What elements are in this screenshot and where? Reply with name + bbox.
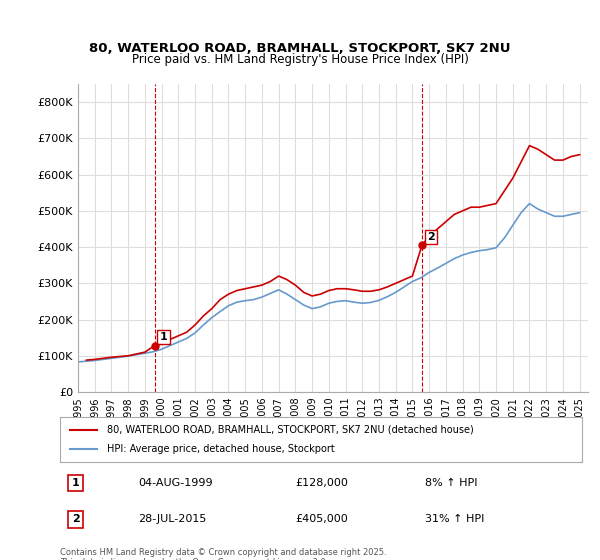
Text: 04-AUG-1999: 04-AUG-1999 (139, 478, 213, 488)
Text: 1: 1 (160, 332, 167, 342)
Text: 2: 2 (427, 232, 435, 242)
Text: 2: 2 (72, 515, 80, 524)
Text: 28-JUL-2015: 28-JUL-2015 (139, 515, 206, 524)
Text: 31% ↑ HPI: 31% ↑ HPI (425, 515, 485, 524)
Text: 1: 1 (72, 478, 80, 488)
Text: HPI: Average price, detached house, Stockport: HPI: Average price, detached house, Stoc… (107, 445, 335, 455)
Text: 80, WATERLOO ROAD, BRAMHALL, STOCKPORT, SK7 2NU (detached house): 80, WATERLOO ROAD, BRAMHALL, STOCKPORT, … (107, 424, 474, 435)
Text: 8% ↑ HPI: 8% ↑ HPI (425, 478, 478, 488)
Text: Price paid vs. HM Land Registry's House Price Index (HPI): Price paid vs. HM Land Registry's House … (131, 53, 469, 66)
Text: 80, WATERLOO ROAD, BRAMHALL, STOCKPORT, SK7 2NU: 80, WATERLOO ROAD, BRAMHALL, STOCKPORT, … (89, 42, 511, 55)
Text: Contains HM Land Registry data © Crown copyright and database right 2025.
This d: Contains HM Land Registry data © Crown c… (60, 548, 386, 560)
Text: £128,000: £128,000 (295, 478, 348, 488)
Text: £405,000: £405,000 (295, 515, 347, 524)
